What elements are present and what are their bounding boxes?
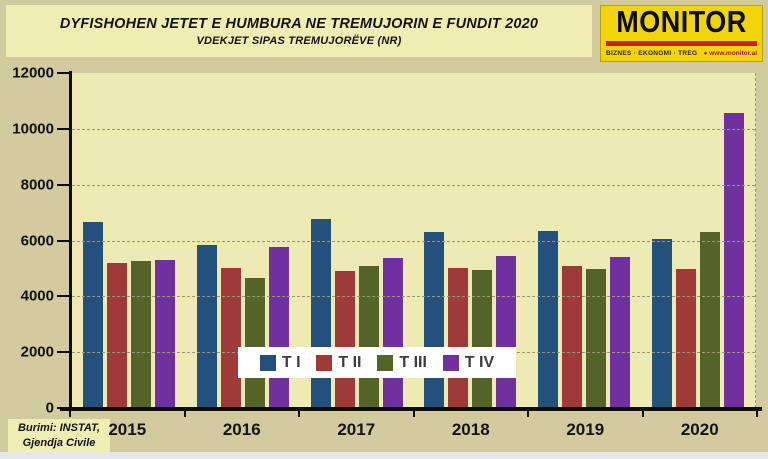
legend-item-TIII: T III <box>377 354 427 372</box>
bar-2020-TI <box>652 238 673 408</box>
legend-label: T I <box>281 353 301 371</box>
bar-2016-TI <box>196 244 217 408</box>
bar-2015-TIII <box>130 261 151 408</box>
x-tick-label-2017: 2017 <box>337 420 376 439</box>
logo-website: ● www.monitor.al <box>703 50 757 57</box>
legend-swatch-icon <box>316 354 333 371</box>
x-tick-mark-1 <box>183 407 186 417</box>
bar-2015-TI <box>82 222 103 408</box>
bar-2015-TIV <box>154 260 175 408</box>
gridline-4000 <box>72 296 755 298</box>
logo-tagline: BIZNES · EKONOMI · TREG <box>606 50 698 57</box>
bar-2015-TII <box>106 263 127 408</box>
x-tick-label-2018: 2018 <box>451 420 490 439</box>
bar-2017-TIII <box>358 266 379 408</box>
bar-2018-TIII <box>472 269 493 408</box>
bar-2020-TIII <box>700 232 721 408</box>
bar-2017-TIV <box>382 258 403 408</box>
x-tick-mark-6 <box>756 407 758 417</box>
legend: T I T II T III T IV <box>238 347 516 378</box>
y-tick-label-4000: 4000 <box>20 287 54 305</box>
bar-2016-TII <box>220 267 241 408</box>
x-tick-mark-4 <box>527 407 529 417</box>
chart-title: DYFISHOHEN JETET E HUMBURA NE TREMUJORIN… <box>59 15 539 32</box>
y-tick-mark-10000 <box>57 127 70 130</box>
source-line1: Burimi: INSTAT, <box>18 422 100 435</box>
gridline-6000 <box>72 240 755 242</box>
legend-swatch-icon <box>442 354 459 371</box>
y-tick-mark-0 <box>57 407 70 409</box>
legend-label: T IV <box>464 353 495 371</box>
bar-2019-TII <box>562 265 583 408</box>
y-tick-mark-12000 <box>57 72 70 74</box>
x-tick-mark-5 <box>641 407 644 417</box>
y-axis <box>69 71 72 411</box>
source-line2: Gjendja Civile <box>22 437 96 449</box>
y-tick-mark-8000 <box>57 183 70 186</box>
bar-2019-TIV <box>610 257 631 408</box>
logo-red-bar <box>606 40 757 46</box>
bar-2018-TII <box>448 267 469 408</box>
y-tick-label-2000: 2000 <box>20 343 54 361</box>
bar-2020-TIV <box>724 113 745 408</box>
bar-2019-TIII <box>586 268 607 408</box>
bar-group-2019 <box>527 73 641 408</box>
y-tick-mark-4000 <box>57 295 70 298</box>
title-box: DYFISHOHEN JETET E HUMBURA NE TREMUJORIN… <box>6 5 592 57</box>
bar-2016-TIV <box>268 247 289 408</box>
globe-icon: ● <box>703 50 708 57</box>
legend-item-TI: T I <box>259 353 301 372</box>
logo-website-text: www.monitor.al <box>709 50 757 57</box>
x-tick-label-2015: 2015 <box>108 420 147 439</box>
y-tick-label-12000: 12000 <box>12 64 54 82</box>
x-tick-mark-0 <box>69 407 71 417</box>
monitor-logo: MONITOR BIZNES · EKONOMI · TREG ● www.mo… <box>600 5 763 62</box>
y-tick-mark-2000 <box>57 351 70 354</box>
gridline-10000 <box>72 128 755 130</box>
x-axis-labels: 2015 2016 2017 2018 2019 2020 <box>70 420 757 440</box>
bar-2017-TII <box>334 271 355 408</box>
x-tick-mark-2 <box>298 407 300 417</box>
x-tick-label-2016: 2016 <box>222 420 261 439</box>
x-tick-mark-3 <box>412 407 415 417</box>
y-axis-labels: 12000 10000 8000 6000 4000 2000 0 <box>0 65 62 417</box>
legend-label: T II <box>338 353 362 371</box>
x-tick-label-2020: 2020 <box>680 420 719 439</box>
x-axis <box>60 407 762 411</box>
y-tick-mark-6000 <box>57 239 70 242</box>
chart-subtitle: VDEKJET SIPAS TREMUJORËVE (NR) <box>196 34 402 47</box>
bar-2018-TIV <box>496 256 517 408</box>
legend-swatch-icon <box>259 354 276 371</box>
y-tick-label-6000: 6000 <box>20 232 54 249</box>
legend-item-TII: T II <box>316 353 362 372</box>
bar-2017-TI <box>310 218 331 408</box>
gridline-8000 <box>72 184 755 186</box>
logo-wordmark: MONITOR <box>616 5 747 39</box>
bar-2019-TI <box>538 230 559 408</box>
bottom-strip <box>0 452 768 459</box>
x-tick-label-2019: 2019 <box>566 420 605 439</box>
bar-2020-TII <box>676 269 697 408</box>
y-tick-label-10000: 10000 <box>12 120 54 138</box>
bar-2018-TI <box>424 231 445 408</box>
y-tick-label-0: 0 <box>45 399 54 417</box>
legend-swatch-icon <box>377 354 394 371</box>
bar-group-2020 <box>641 73 755 408</box>
source-note: Burimi: INSTAT, Gjendja Civile <box>8 419 110 453</box>
y-tick-label-8000: 8000 <box>20 176 54 194</box>
legend-label: T III <box>399 353 427 371</box>
logo-footer-row: BIZNES · EKONOMI · TREG ● www.monitor.al <box>606 50 757 57</box>
legend-item-TIV: T IV <box>442 353 495 372</box>
